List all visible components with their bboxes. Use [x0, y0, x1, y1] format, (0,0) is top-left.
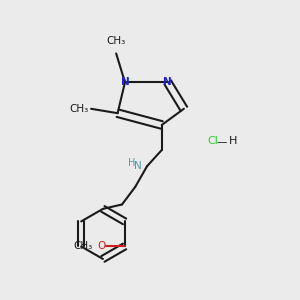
Text: N: N — [121, 77, 129, 87]
Text: CH₃: CH₃ — [69, 104, 88, 114]
Text: —: — — [217, 137, 227, 147]
Text: O: O — [97, 242, 105, 251]
Text: CH₃: CH₃ — [106, 36, 126, 46]
Text: N: N — [163, 77, 172, 87]
Text: N: N — [134, 161, 142, 171]
Text: H: H — [128, 158, 136, 168]
Text: CH₃: CH₃ — [73, 242, 92, 251]
Text: Cl: Cl — [207, 136, 218, 146]
Text: H: H — [229, 136, 237, 146]
